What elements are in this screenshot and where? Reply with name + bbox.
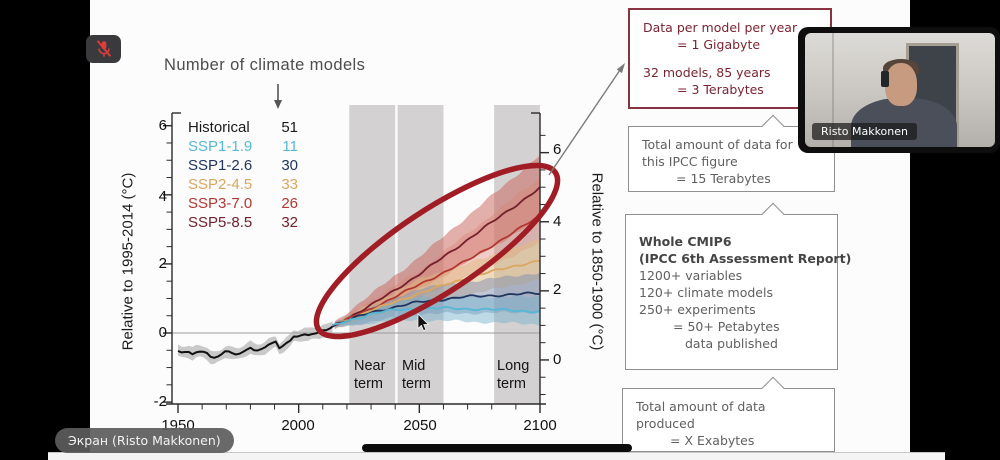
legend-count: 11 [282, 138, 298, 155]
legend-count: 30 [281, 157, 298, 174]
window-edge-strip [48, 452, 945, 460]
legend-row: SSP3-7.0 26 [188, 194, 298, 213]
x-tick-label: 2100 [523, 417, 557, 434]
participant-name-tag: Risto Makkonen [812, 123, 917, 140]
legend-label: SSP2-4.5 [188, 176, 253, 193]
webcam-tile[interactable]: Risto Makkonen [798, 27, 1000, 153]
y-tick-label-right: 0 [553, 351, 562, 368]
callout-line: data published [685, 336, 778, 351]
near-term-label: Near term [354, 358, 386, 393]
y-axis-label-left: Relative to 1995-2014 (°C) [119, 172, 137, 351]
legend-label: SSP5-8.5 [188, 214, 253, 231]
mic-muted-icon [96, 40, 111, 57]
legend-label: Historical [188, 119, 250, 136]
callout-line: Total amount of data for [642, 137, 793, 152]
legend-label: SSP1-2.6 [188, 157, 253, 174]
callout-line: produced [636, 416, 695, 431]
y-tick-label: 0 [158, 324, 167, 341]
slide-annotation-bar [362, 444, 632, 452]
legend-count: 33 [281, 176, 298, 193]
callout-line: this IPCC figure [642, 154, 738, 169]
screen-share-label: Экран (Risto Makkonen) [55, 428, 234, 453]
legend-count: 26 [281, 195, 298, 212]
callout-whole-cmip6: Whole CMIP6 (IPCC 6th Assessment Report)… [625, 202, 852, 370]
callout-line: Data per model per year [643, 20, 798, 35]
legend-row: Historical 51 [188, 118, 298, 137]
callout-ipcc-figure-total: Total amount of data for this IPCC figur… [628, 114, 835, 192]
y-tick-label: 6 [158, 117, 167, 134]
participant-face [884, 62, 918, 106]
callout-line: 32 models, 85 years [643, 65, 771, 80]
legend-row: SSP2-4.5 33 [188, 175, 298, 194]
y-tick-label: -2 [153, 393, 167, 410]
callout-line: 1200+ variables [639, 268, 743, 283]
callout-line: = X Exabytes [670, 433, 755, 448]
legend-label: SSP3-7.0 [188, 195, 253, 212]
callout-line: 250+ experiments [639, 302, 756, 317]
callout-line: = 3 Terabytes [677, 82, 764, 97]
wall-corner [831, 33, 834, 147]
legend-count: 51 [281, 119, 298, 136]
mid-term-label: Mid term [402, 358, 431, 393]
y-axis-label-right: Relative to 1850-1900 (°C) [588, 172, 606, 351]
callout-line: 120+ climate models [639, 285, 773, 300]
callout-line: = 15 Terabytes [676, 171, 771, 186]
callout-line: (IPCC 6th Assessment Report) [639, 251, 852, 266]
callout-line [643, 53, 824, 64]
long-term-label: Long term [497, 358, 530, 393]
y-tick-label-right: 6 [553, 141, 562, 158]
x-tick-label: 2050 [403, 417, 437, 434]
legend-row: SSP1-1.9 11 [188, 137, 298, 156]
callout-line: = 1 Gigabyte [677, 37, 761, 52]
legend-row: SSP5-8.5 32 [188, 213, 298, 232]
y-tick-label-right: 2 [553, 281, 562, 298]
webcam-video: Risto Makkonen [805, 33, 995, 147]
legend-count: 32 [281, 214, 298, 231]
legend-row: SSP1-2.6 30 [188, 156, 298, 175]
x-tick-label: 2000 [281, 417, 315, 434]
mute-indicator-button[interactable] [86, 35, 121, 63]
y-tick-label-right: 4 [553, 213, 562, 230]
legend-label: SSP1-1.9 [188, 138, 253, 155]
callout-total-data-produced: Total amount of data produced = X Exabyt… [622, 376, 835, 452]
callout-line: Whole CMIP6 [639, 234, 732, 249]
chart-legend: Historical 51 SSP1-1.9 11 SSP1-2.6 30 SSP2-… [188, 118, 298, 232]
y-tick-label: 4 [158, 188, 167, 205]
chart-title: Number of climate models [164, 56, 366, 74]
callout-line: Total amount of data [636, 399, 766, 414]
y-tick-label: 2 [158, 255, 167, 272]
headset-icon [881, 70, 889, 87]
callout-line: = 50+ Petabytes [673, 319, 780, 334]
